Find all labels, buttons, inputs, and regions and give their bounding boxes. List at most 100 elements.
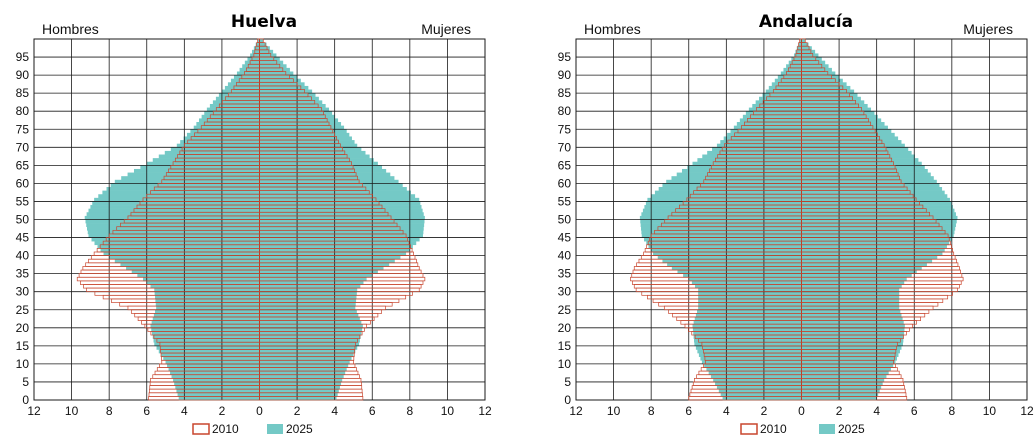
y-tick-label: 80 xyxy=(16,104,30,118)
bar-2025-women xyxy=(801,183,940,188)
bar-2025-women xyxy=(801,320,904,325)
bar-2025-men xyxy=(700,356,802,361)
bar-2025-women xyxy=(259,39,264,43)
bar-2025-men xyxy=(161,353,260,357)
bar-2025-women xyxy=(801,82,847,87)
bar-2025-women xyxy=(801,360,896,365)
bar-2025-men xyxy=(146,280,260,285)
bar-2025-women xyxy=(801,46,812,51)
bar-2025-men xyxy=(156,345,260,350)
bar-2025-women xyxy=(801,93,858,98)
bar-2025-women xyxy=(801,302,900,307)
bar-2025-men xyxy=(155,295,260,300)
bar-2025-men xyxy=(84,215,260,220)
y-tick-label: 30 xyxy=(558,285,572,299)
bar-2025-women xyxy=(801,179,937,184)
bar-2025-women xyxy=(259,309,357,314)
bar-2025-men xyxy=(153,313,260,318)
bar-2025-men xyxy=(720,140,802,144)
bar-2025-women xyxy=(801,381,883,386)
bar-2025-men xyxy=(110,183,260,188)
bar-2025-women xyxy=(801,230,955,235)
bar-2025-men xyxy=(170,371,260,376)
bar-2025-men xyxy=(677,270,802,274)
y-tick-label: 55 xyxy=(558,194,572,208)
bar-2025-men xyxy=(771,82,802,87)
y-tick-label: 10 xyxy=(16,357,30,371)
bar-2025-women xyxy=(259,237,420,242)
bar-2025-women xyxy=(259,363,349,368)
bar-2025-women xyxy=(801,345,902,350)
y-tick-label: 30 xyxy=(16,285,30,299)
y-tick-label: 90 xyxy=(16,68,30,82)
bar-2025-men xyxy=(644,205,802,209)
bar-2025-women xyxy=(801,132,895,137)
bar-2025-women xyxy=(259,122,342,126)
bar-2025-women xyxy=(801,143,905,148)
bar-2025-men xyxy=(154,288,260,292)
bar-2025-men xyxy=(647,197,802,202)
bar-2025-women xyxy=(259,270,378,274)
bar-2025-men xyxy=(154,342,260,347)
bar-2025-men xyxy=(137,273,260,278)
bar-2025-men xyxy=(86,223,260,228)
bar-2025-men xyxy=(90,205,260,209)
bar-2025-men xyxy=(695,345,802,350)
bar-2025-women xyxy=(801,378,885,383)
bar-2025-women xyxy=(259,255,401,260)
bar-2025-women xyxy=(259,385,340,390)
y-tick-label: 85 xyxy=(16,86,30,100)
bar-2025-men xyxy=(164,150,260,155)
bar-2025-women xyxy=(801,255,938,260)
bar-2025-men xyxy=(722,396,802,401)
bar-2025-women xyxy=(801,161,922,166)
bar-2025-men xyxy=(106,187,260,191)
bar-2025-women xyxy=(259,60,284,65)
bar-2025-men xyxy=(662,183,802,188)
bar-2025-women xyxy=(801,349,900,354)
bar-2025-men xyxy=(687,165,802,170)
y-tick-label: 25 xyxy=(558,303,572,317)
bar-2025-women xyxy=(259,132,350,137)
bar-2025-women xyxy=(259,208,423,213)
bar-2025-women xyxy=(259,140,355,144)
bar-2025-men xyxy=(150,324,260,329)
bar-2025-men xyxy=(730,129,802,134)
bar-2025-women xyxy=(801,244,947,249)
bar-2025-women xyxy=(801,342,903,347)
bar-2025-men xyxy=(698,295,802,300)
bar-2025-women xyxy=(801,57,822,61)
bar-2025-women xyxy=(801,392,879,397)
chart-title: Huelva xyxy=(231,12,297,32)
y-tick-label: 15 xyxy=(16,339,30,353)
bar-2025-men xyxy=(244,60,260,65)
bar-2025-women xyxy=(259,371,346,376)
bar-2025-women xyxy=(259,367,347,372)
bar-2025-men xyxy=(762,93,802,98)
bar-2025-men xyxy=(98,194,260,199)
y-tick-label: 70 xyxy=(16,140,30,154)
chart-title: Andalucía xyxy=(759,12,853,32)
bar-2025-men xyxy=(127,172,260,177)
y-tick-label: 35 xyxy=(558,267,572,281)
bar-2025-men xyxy=(698,298,802,303)
bar-2025-men xyxy=(151,320,260,325)
bar-2025-men xyxy=(692,324,802,329)
bar-2025-women xyxy=(259,89,313,94)
bar-2025-women xyxy=(259,205,422,209)
bar-2025-men xyxy=(176,143,260,148)
bar-2025-women xyxy=(801,270,917,274)
x-tick-label: 6 xyxy=(369,404,376,418)
bar-2025-men xyxy=(666,179,802,184)
bar-2025-men xyxy=(94,241,260,246)
bar-2025-women xyxy=(259,49,274,54)
bar-2025-men xyxy=(715,381,802,386)
legend-label-2010: 2010 xyxy=(760,422,787,436)
bar-2025-men xyxy=(167,363,260,368)
bar-2025-men xyxy=(693,331,802,336)
y-tick-label: 70 xyxy=(558,140,572,154)
bar-2025-men xyxy=(86,212,260,217)
bar-2025-women xyxy=(259,306,356,311)
bar-2025-men xyxy=(641,233,802,238)
bar-2025-women xyxy=(259,129,347,134)
